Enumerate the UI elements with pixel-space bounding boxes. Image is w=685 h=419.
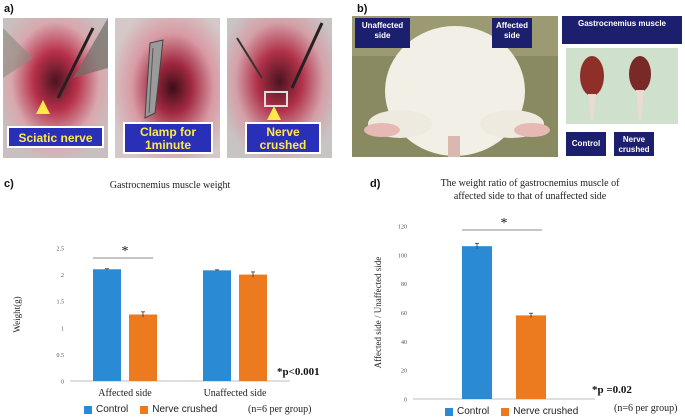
legend-swatch-nerve-crushed	[501, 407, 510, 416]
label-sciatic-nerve: Sciatic nerve	[7, 126, 104, 148]
y-tick-label: 100	[398, 253, 407, 259]
chart-c-significance-note: *p<0.001	[277, 366, 320, 378]
y-axis-label: Affected side / Unaffected side	[373, 257, 383, 369]
y-tick-label: 0	[404, 398, 407, 404]
muscle-photo	[566, 48, 678, 124]
y-tick-label: 60	[401, 311, 407, 317]
legend-swatch-control	[445, 407, 453, 416]
chart-d-title-line2: affected side to that of unaffected side	[453, 191, 607, 202]
label-affected-side: Affected side	[492, 18, 532, 48]
bar-control	[93, 269, 121, 381]
photo-clamp: Clamp for 1minute	[115, 18, 220, 158]
bar-nerve-crushed	[129, 314, 157, 381]
y-tick-label: 0.5	[57, 353, 65, 359]
y-tick-label: 20	[401, 369, 407, 375]
bar-control	[203, 270, 231, 381]
chart-d-significance-note: *p =0.02	[592, 384, 632, 396]
chart-d-title-line1: The weight ratio of gastrocnemius muscle…	[440, 178, 620, 189]
significance-star: *	[122, 244, 129, 259]
arrow-marker-icon	[36, 100, 50, 114]
y-tick-label: 1	[61, 326, 64, 332]
y-tick-label: 80	[401, 282, 407, 288]
label-gastrocnemius-muscle: Gastrocnemius muscle	[562, 16, 682, 44]
photo-sciatic-nerve: Sciatic nerve	[3, 18, 108, 158]
legend-swatch-control	[84, 405, 92, 414]
y-tick-label: 1.5	[57, 300, 65, 306]
chart-c-footnote: (n=6 per group)	[248, 404, 312, 415]
legend-label-control: Control	[96, 404, 129, 415]
label-control: Control	[566, 132, 606, 156]
bar-nerve-crushed	[239, 274, 267, 381]
chart-c-legend: Control Nerve crushed	[84, 404, 217, 415]
x-category-label: Unaffected side	[204, 388, 267, 399]
label-unaffected-side: Unaffected side	[355, 18, 410, 48]
panel-label-b: b)	[357, 3, 368, 15]
y-tick-label: 2	[61, 273, 64, 279]
bar-control	[462, 246, 492, 399]
y-axis-label: Weight(g)	[12, 296, 22, 332]
y-tick-label: 2.5	[57, 247, 65, 253]
label-nerve-crushed-muscle: Nerve crushed	[614, 132, 654, 156]
photo-gastrocnemius: Gastrocnemius muscle Control Nerve crush…	[562, 16, 682, 157]
y-tick-label: 40	[401, 340, 407, 346]
panel-label-c: c)	[4, 178, 14, 190]
chart-d-footnote: (n=6 per group)	[614, 403, 678, 414]
bar-nerve-crushed	[516, 315, 546, 399]
legend-swatch-nerve-crushed	[140, 405, 149, 414]
legend-label-nerve-crushed: Nerve crushed	[513, 406, 579, 417]
panel-label-a: a)	[4, 3, 14, 15]
legend-label-nerve-crushed: Nerve crushed	[152, 404, 218, 415]
arrow-marker-icon	[267, 106, 281, 120]
label-nerve-crushed: Nerve crushed	[245, 122, 321, 154]
chart-c-title: Gastrocnemius muscle weight	[109, 180, 231, 191]
chart-d-legend: Control Nerve crushed	[445, 406, 578, 417]
significance-star: *	[501, 216, 508, 231]
chart-d: 0 20 40 60 80 100 120 Affected side / Unaffecte…	[373, 216, 595, 404]
photo-nerve-crushed: Nerve crushed	[227, 18, 332, 158]
legend-label-control: Control	[457, 406, 490, 417]
y-tick-label: 0	[61, 380, 64, 386]
y-tick-label: 120	[398, 225, 407, 231]
chart-c: 0 0.5 1 1.5 2 2.5 Weight(g) Affected side Unaffe…	[12, 244, 290, 399]
panel-label-d: d)	[370, 178, 381, 190]
x-category-label: Affected side	[98, 388, 152, 399]
photo-rat-hindlimbs: Unaffected side Affected side	[352, 16, 558, 157]
label-clamp: Clamp for 1minute	[123, 122, 213, 154]
